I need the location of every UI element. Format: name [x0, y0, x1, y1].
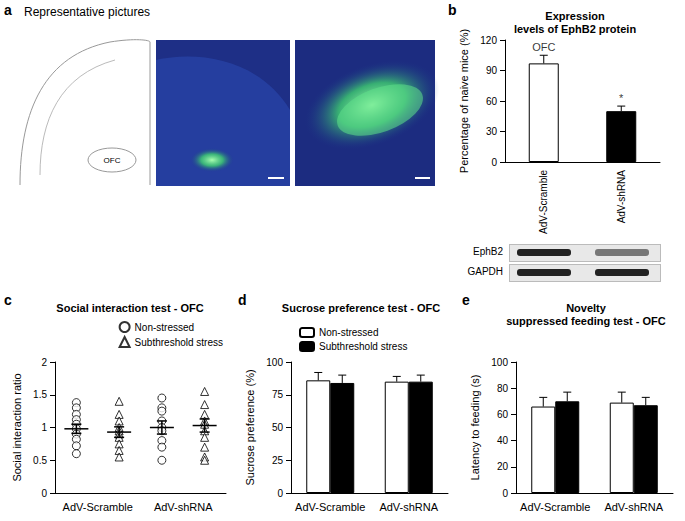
svg-text:1.5: 1.5 — [33, 389, 47, 400]
html-text:b: b — [448, 2, 457, 18]
svg-text:OFC: OFC — [104, 156, 121, 165]
svg-text:AdV-Scramble: AdV-Scramble — [63, 501, 133, 513]
svg-text:50: 50 — [272, 422, 284, 433]
svg-text:*: * — [619, 92, 624, 104]
svg-text:AdV-shRNA: AdV-shRNA — [616, 170, 627, 224]
svg-text:Social interaction ratio: Social interaction ratio — [11, 373, 23, 481]
svg-text:AdV-shRNA: AdV-shRNA — [604, 501, 663, 513]
svg-text:AdV-Scramble: AdV-Scramble — [538, 170, 549, 234]
svg-text:0.5: 0.5 — [33, 455, 47, 466]
svg-text:Social interaction test - OFC: Social interaction test - OFC — [56, 302, 203, 314]
svg-text:80: 80 — [497, 383, 509, 394]
svg-text:AdV-shRNA: AdV-shRNA — [154, 501, 213, 513]
svg-text:100: 100 — [491, 357, 508, 368]
svg-text:0: 0 — [277, 488, 283, 499]
html-text:GAPDH: GAPDH — [467, 266, 503, 277]
svg-text:Latency to feeding (s): Latency to feeding (s) — [469, 375, 481, 481]
svg-text:60: 60 — [497, 409, 509, 420]
svg-text:levels of EphB2 protein: levels of EphB2 protein — [514, 23, 637, 35]
svg-text:Subthreshold stress: Subthreshold stress — [135, 337, 223, 348]
html-text:a: a — [4, 2, 12, 18]
svg-text:0: 0 — [41, 488, 47, 499]
svg-text:Non-stressed: Non-stressed — [319, 327, 378, 338]
svg-text:AdV-Scramble: AdV-Scramble — [295, 501, 365, 513]
svg-text:Non-stressed: Non-stressed — [135, 322, 194, 333]
svg-text:AdV-Scramble: AdV-Scramble — [520, 501, 590, 513]
svg-text:Sucrose preference test - OFC: Sucrose preference test - OFC — [282, 302, 440, 314]
svg-text:OFC: OFC — [532, 41, 555, 53]
svg-text:75: 75 — [272, 389, 284, 400]
svg-text:20: 20 — [497, 461, 509, 472]
svg-text:Expression: Expression — [545, 10, 605, 22]
svg-text:100: 100 — [266, 357, 283, 368]
svg-text:Percentage of naive mice (%): Percentage of naive mice (%) — [458, 29, 470, 173]
svg-text:Sucrose preference (%): Sucrose preference (%) — [244, 369, 256, 485]
svg-text:1: 1 — [41, 422, 47, 433]
html-text:d: d — [238, 292, 247, 308]
svg-text:40: 40 — [497, 435, 509, 446]
svg-text:120: 120 — [480, 35, 497, 46]
svg-text:60: 60 — [486, 96, 498, 107]
html-text:e: e — [462, 292, 470, 308]
svg-text:0: 0 — [502, 488, 508, 499]
svg-text:0: 0 — [491, 157, 497, 168]
svg-text:25: 25 — [272, 455, 284, 466]
svg-text:suppressed feeding test - OFC: suppressed feeding test - OFC — [506, 315, 666, 327]
html-text:EphB2: EphB2 — [473, 246, 503, 257]
svg-text:30: 30 — [486, 126, 498, 137]
svg-text:90: 90 — [486, 65, 498, 76]
html-text:c: c — [4, 292, 12, 308]
svg-text:AdV-shRNA: AdV-shRNA — [379, 501, 438, 513]
svg-text:2: 2 — [41, 357, 47, 368]
svg-text:Novelty: Novelty — [566, 302, 607, 314]
svg-text:Subthreshold stress: Subthreshold stress — [319, 341, 407, 352]
svg-text:Representative pictures: Representative pictures — [24, 5, 150, 19]
